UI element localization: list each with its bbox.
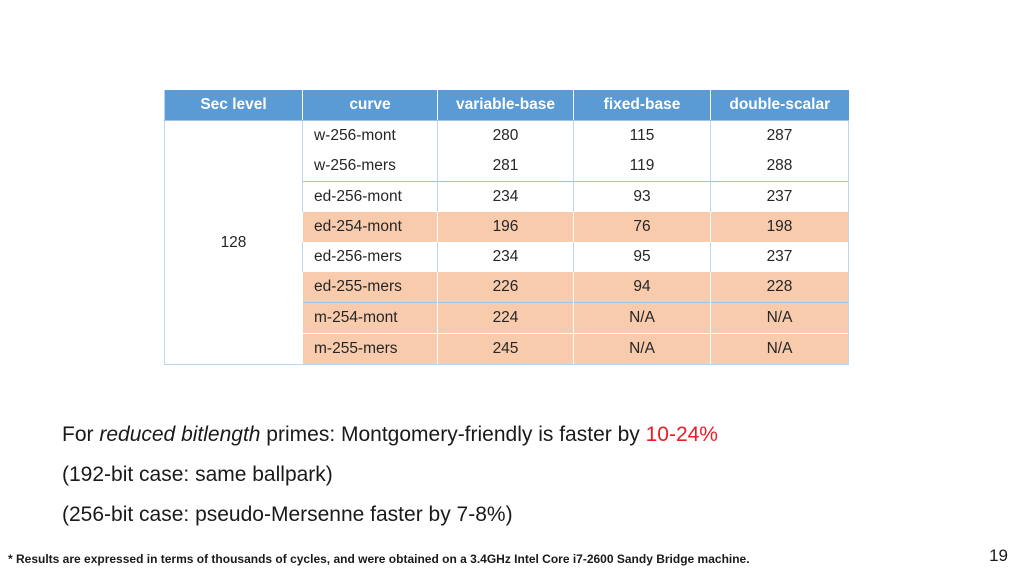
cell-curve: ed-256-mont xyxy=(302,181,438,212)
cell-fixed-base: 119 xyxy=(573,151,711,182)
col-header-sec-level: Sec level xyxy=(164,90,303,121)
cell-variable-base: 245 xyxy=(437,333,574,365)
cell-variable-base: 234 xyxy=(437,181,574,212)
cell-double-scalar: 198 xyxy=(710,212,849,242)
note-line-1-prefix: For xyxy=(62,423,100,446)
cell-double-scalar: 287 xyxy=(710,120,849,151)
col-header-curve: curve xyxy=(302,90,438,121)
cell-variable-base: 281 xyxy=(437,151,574,182)
note-line-1-mid: primes: Montgomery-friendly is faster by xyxy=(260,423,646,446)
results-table-container: Sec level curve variable-base fixed-base… xyxy=(164,90,849,365)
cell-double-scalar: 237 xyxy=(710,242,849,272)
cell-fixed-base: 115 xyxy=(573,120,711,151)
table-body: 128 w-256-mont 280 115 287 w-256-mers 281 119 28… xyxy=(164,120,849,365)
cell-variable-base: 224 xyxy=(437,302,574,334)
cell-double-scalar: N/A xyxy=(710,333,849,365)
table-row: ed-256-mers 234 95 237 xyxy=(165,242,849,272)
table-row: m-255-mers 245 N/A N/A xyxy=(165,333,849,365)
cell-variable-base: 280 xyxy=(437,120,574,151)
results-table: Sec level curve variable-base fixed-base… xyxy=(164,90,849,365)
cell-double-scalar: 288 xyxy=(710,151,849,182)
cell-variable-base: 226 xyxy=(437,272,574,303)
cell-fixed-base: 94 xyxy=(573,272,711,303)
table-row: ed-255-mers 226 94 228 xyxy=(165,272,849,303)
cell-curve: ed-254-mont xyxy=(302,212,438,242)
col-header-variable-base: variable-base xyxy=(437,90,574,121)
table-row: ed-256-mont 234 93 237 xyxy=(165,181,849,212)
cell-curve: w-256-mers xyxy=(302,151,438,182)
notes-block: For reduced bitlength primes: Montgomery… xyxy=(62,415,718,535)
page-number: 19 xyxy=(989,546,1008,565)
cell-fixed-base: N/A xyxy=(573,333,711,365)
col-header-fixed-base: fixed-base xyxy=(573,90,711,121)
cell-curve: ed-255-mers xyxy=(302,272,438,303)
note-line-1-red-highlight: 10-24% xyxy=(645,423,718,446)
cell-variable-base: 234 xyxy=(437,242,574,272)
note-line-1: For reduced bitlength primes: Montgomery… xyxy=(62,415,718,455)
cell-curve: w-256-mont xyxy=(302,120,438,151)
cell-fixed-base: N/A xyxy=(573,302,711,334)
note-line-2: (192-bit case: same ballpark) xyxy=(62,463,333,486)
cell-double-scalar: 237 xyxy=(710,181,849,212)
cell-curve: m-254-mont xyxy=(302,302,438,334)
cell-variable-base: 196 xyxy=(437,212,574,242)
cell-fixed-base: 93 xyxy=(573,181,711,212)
col-header-double-scalar: double-scalar xyxy=(710,90,849,121)
table-row: 128 w-256-mont 280 115 287 xyxy=(164,120,849,365)
cell-double-scalar: 228 xyxy=(710,272,849,303)
table-row: w-256-mers 281 119 288 xyxy=(165,151,849,182)
cell-curve: ed-256-mers xyxy=(302,242,438,272)
table-row: ed-254-mont 196 76 198 xyxy=(165,212,849,242)
cell-curve: m-255-mers xyxy=(302,333,438,365)
table-header-row: Sec level curve variable-base fixed-base… xyxy=(164,90,849,121)
footnote: * Results are expressed in terms of thou… xyxy=(8,552,750,566)
note-line-3: (256-bit case: pseudo-Mersenne faster by… xyxy=(62,503,513,526)
sec-level-cell: 128 xyxy=(164,120,303,365)
cell-fixed-base: 95 xyxy=(573,242,711,272)
note-line-1-italic: reduced bitlength xyxy=(99,423,261,446)
cell-fixed-base: 76 xyxy=(573,212,711,242)
table-row: m-254-mont 224 N/A N/A xyxy=(165,302,849,334)
cell-double-scalar: N/A xyxy=(710,302,849,334)
